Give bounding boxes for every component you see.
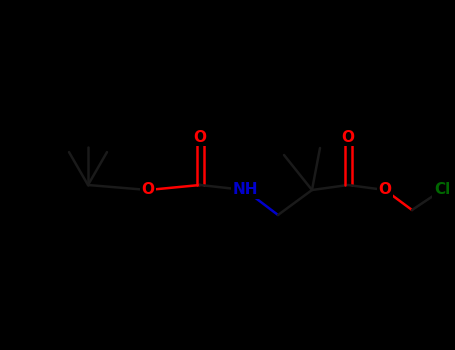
Text: O: O (142, 182, 155, 197)
Text: O: O (379, 182, 391, 197)
Text: O: O (193, 130, 207, 145)
Text: O: O (342, 130, 354, 145)
Text: Cl: Cl (434, 182, 450, 197)
Text: NH: NH (232, 182, 258, 197)
